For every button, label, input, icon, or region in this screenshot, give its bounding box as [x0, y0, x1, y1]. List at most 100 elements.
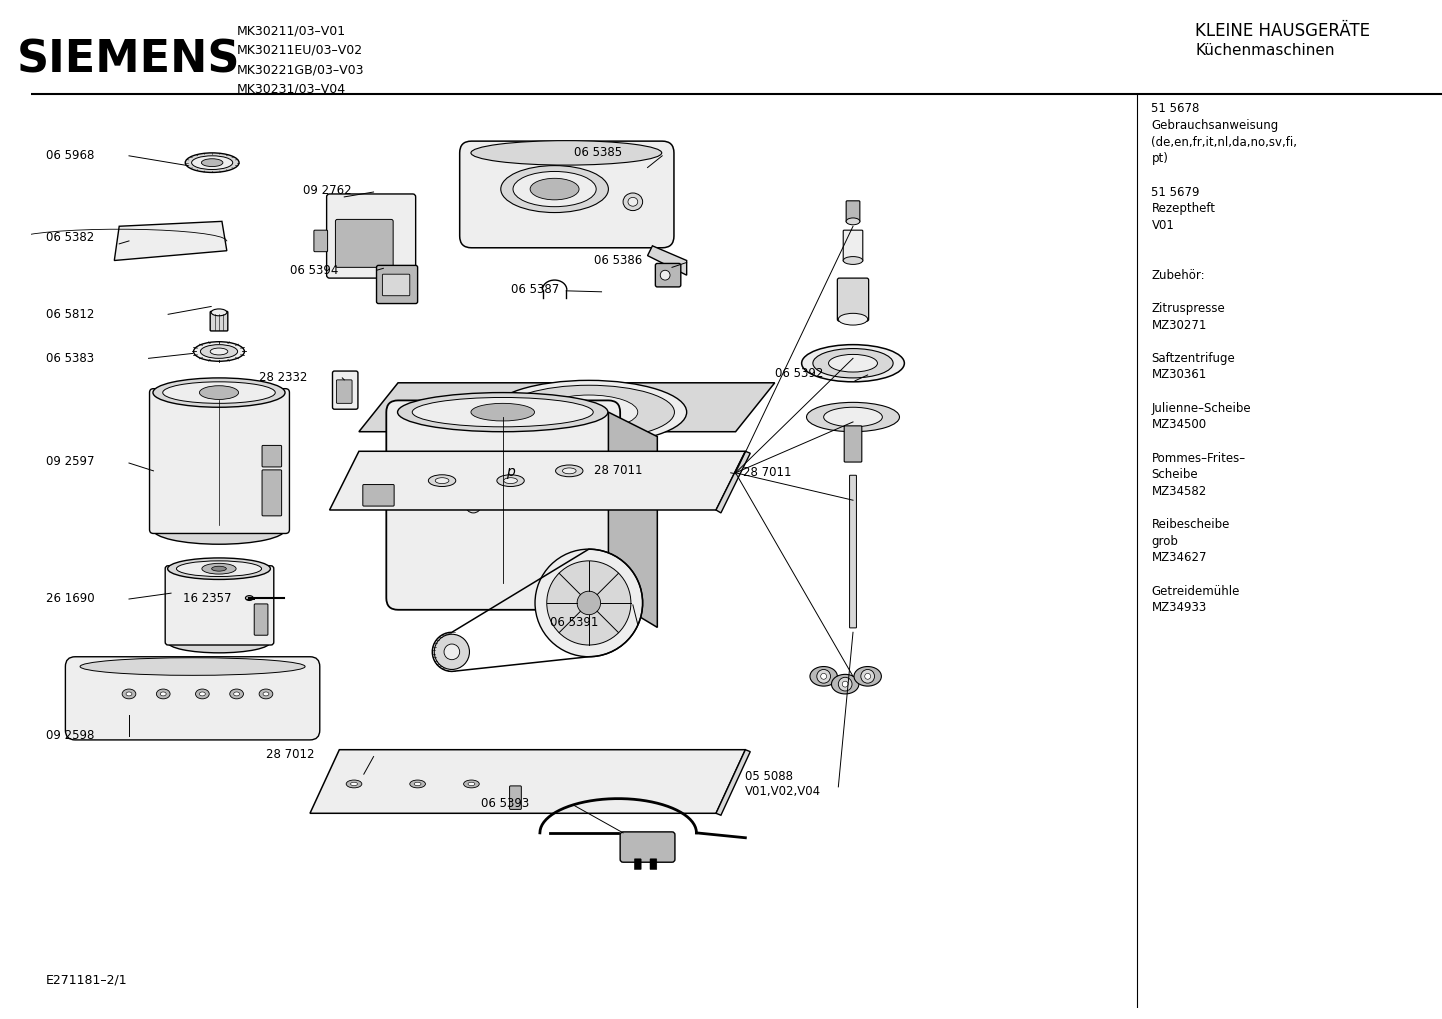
- Polygon shape: [281, 392, 284, 530]
- Text: MK30211/03–V01: MK30211/03–V01: [236, 24, 346, 37]
- Text: Zitruspresse: Zitruspresse: [1151, 302, 1226, 315]
- Ellipse shape: [398, 392, 609, 432]
- Text: 06 5391: 06 5391: [549, 616, 598, 629]
- Ellipse shape: [846, 218, 859, 225]
- Polygon shape: [647, 246, 686, 275]
- FancyBboxPatch shape: [844, 230, 862, 262]
- Ellipse shape: [627, 198, 637, 206]
- Ellipse shape: [192, 156, 232, 169]
- Text: Scheibe: Scheibe: [1151, 469, 1198, 481]
- FancyBboxPatch shape: [509, 786, 522, 809]
- FancyBboxPatch shape: [849, 475, 857, 628]
- Text: E271181–2/1: E271181–2/1: [46, 973, 127, 986]
- Polygon shape: [609, 412, 658, 628]
- Text: grob: grob: [1151, 535, 1178, 548]
- FancyBboxPatch shape: [336, 219, 394, 267]
- Ellipse shape: [260, 689, 273, 699]
- Ellipse shape: [81, 657, 306, 676]
- Circle shape: [535, 549, 643, 657]
- Ellipse shape: [193, 341, 245, 362]
- Text: 26 1690: 26 1690: [46, 592, 94, 604]
- FancyBboxPatch shape: [846, 201, 859, 222]
- Ellipse shape: [463, 780, 479, 788]
- Ellipse shape: [160, 692, 166, 696]
- Ellipse shape: [153, 515, 286, 544]
- Text: MK30231/03–V04: MK30231/03–V04: [236, 83, 346, 96]
- Polygon shape: [153, 392, 156, 530]
- Text: Zubehör:: Zubehör:: [1151, 269, 1206, 281]
- Ellipse shape: [211, 348, 228, 355]
- Ellipse shape: [497, 475, 525, 486]
- Circle shape: [838, 678, 852, 691]
- Circle shape: [865, 674, 871, 680]
- Polygon shape: [359, 383, 774, 432]
- Ellipse shape: [125, 692, 131, 696]
- FancyBboxPatch shape: [650, 859, 658, 869]
- Ellipse shape: [555, 465, 583, 477]
- Text: Saftzentrifuge: Saftzentrifuge: [1151, 352, 1236, 365]
- FancyBboxPatch shape: [65, 657, 320, 740]
- Ellipse shape: [202, 564, 236, 574]
- Text: 51 5678: 51 5678: [1151, 102, 1200, 115]
- Polygon shape: [114, 221, 226, 261]
- Ellipse shape: [163, 382, 275, 404]
- Ellipse shape: [806, 403, 900, 432]
- FancyBboxPatch shape: [166, 566, 274, 645]
- FancyBboxPatch shape: [460, 142, 673, 248]
- Circle shape: [547, 560, 632, 645]
- Text: 06 5392: 06 5392: [774, 367, 823, 379]
- Text: 09 2598: 09 2598: [46, 729, 94, 742]
- FancyBboxPatch shape: [314, 230, 327, 252]
- FancyBboxPatch shape: [376, 265, 418, 304]
- Text: 06 5812: 06 5812: [46, 308, 94, 321]
- Ellipse shape: [838, 313, 868, 325]
- FancyBboxPatch shape: [386, 400, 620, 609]
- Ellipse shape: [802, 344, 904, 382]
- Text: 09 2597: 09 2597: [46, 454, 94, 468]
- Text: p: p: [506, 465, 515, 479]
- Circle shape: [466, 497, 482, 513]
- Ellipse shape: [623, 193, 643, 211]
- Ellipse shape: [200, 344, 238, 359]
- Ellipse shape: [472, 404, 535, 421]
- Ellipse shape: [185, 153, 239, 172]
- Text: 51 5679: 51 5679: [1151, 185, 1200, 199]
- Ellipse shape: [167, 558, 270, 580]
- Ellipse shape: [412, 397, 593, 427]
- Circle shape: [434, 634, 470, 669]
- Text: 06 5394: 06 5394: [290, 264, 339, 277]
- FancyBboxPatch shape: [838, 278, 868, 321]
- Ellipse shape: [202, 159, 224, 166]
- FancyBboxPatch shape: [327, 194, 415, 278]
- Text: 06 5382: 06 5382: [46, 231, 94, 245]
- FancyBboxPatch shape: [382, 274, 410, 296]
- Text: MZ30271: MZ30271: [1151, 319, 1207, 331]
- Text: V01: V01: [1151, 219, 1174, 231]
- Text: MZ34582: MZ34582: [1151, 485, 1207, 498]
- Text: MK30221GB/03–V03: MK30221GB/03–V03: [236, 63, 365, 76]
- Ellipse shape: [167, 632, 270, 653]
- FancyBboxPatch shape: [333, 371, 358, 410]
- FancyBboxPatch shape: [150, 388, 290, 534]
- Text: 28 2332: 28 2332: [260, 371, 307, 384]
- Circle shape: [660, 270, 671, 280]
- Ellipse shape: [212, 567, 226, 571]
- Ellipse shape: [472, 141, 662, 165]
- Ellipse shape: [503, 478, 518, 484]
- Text: 06 5385: 06 5385: [574, 147, 623, 159]
- Ellipse shape: [832, 675, 859, 694]
- Text: 28 7011: 28 7011: [744, 467, 792, 479]
- Text: Pommes–Frites–: Pommes–Frites–: [1151, 451, 1246, 465]
- Circle shape: [816, 669, 831, 683]
- Ellipse shape: [810, 666, 838, 686]
- Text: 06 5387: 06 5387: [510, 283, 559, 297]
- Ellipse shape: [435, 478, 448, 484]
- Ellipse shape: [414, 783, 421, 786]
- Ellipse shape: [199, 692, 205, 696]
- Circle shape: [820, 674, 826, 680]
- Ellipse shape: [503, 385, 675, 439]
- Text: Küchenmaschinen: Küchenmaschinen: [1195, 43, 1335, 58]
- Ellipse shape: [854, 666, 881, 686]
- Circle shape: [444, 644, 460, 659]
- FancyBboxPatch shape: [262, 470, 281, 516]
